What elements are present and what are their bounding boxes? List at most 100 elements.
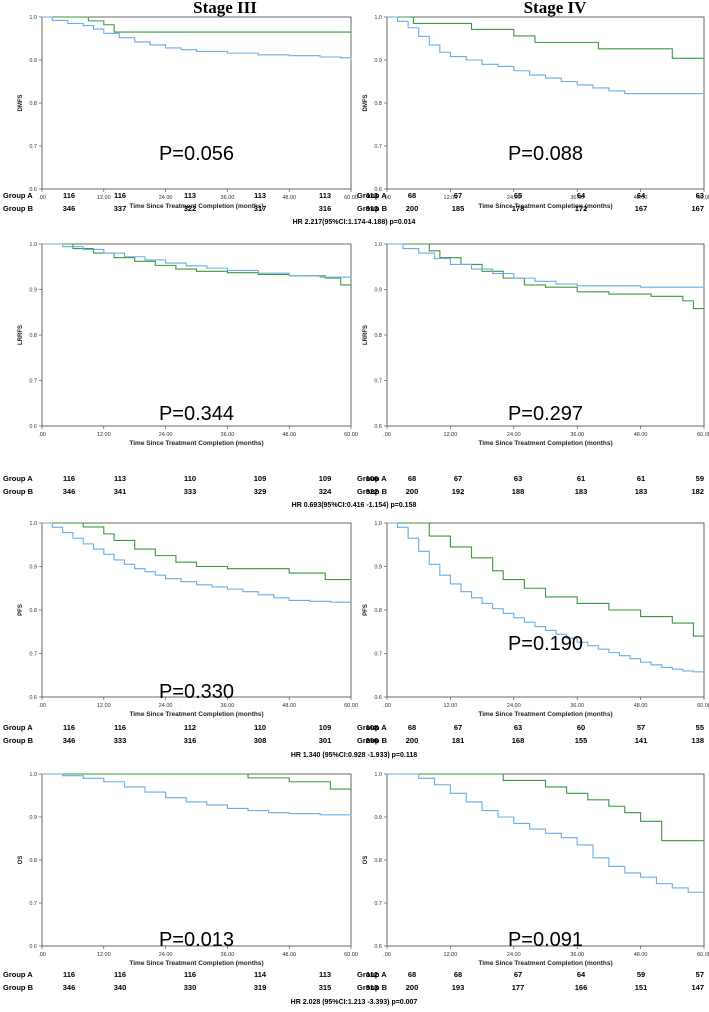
risk-value-group-b: 329: [254, 487, 267, 496]
risk-value-group-a: 65: [514, 191, 522, 200]
risk-value-group-b: 346: [63, 983, 76, 992]
x-tick-label: 48.00: [282, 432, 296, 438]
x-tick-label: 60.00: [344, 952, 358, 958]
risk-value-group-b: 183: [575, 487, 588, 496]
km-panel-dmfs-stage-iv: 0.6 0.7 0.8 0.9 1.0 .00 12.00 24.00 36.00 48.00 60…: [357, 15, 709, 213]
risk-value-group-b: 340: [114, 983, 127, 992]
km-panel-dmfs-stage-iii: 0.6 0.7 0.8 0.9 1.0 .00 12.00 24.00 36.00 48.00 60…: [3, 15, 415, 226]
y-tick-label: 0.8: [29, 858, 37, 864]
x-tick-label: 36.00: [221, 195, 235, 201]
risk-value-group-b: 301: [319, 736, 332, 745]
x-tick-label: 60.00: [344, 432, 358, 438]
risk-value-group-a: 113: [366, 191, 378, 200]
risk-value-group-a: 61: [577, 474, 585, 483]
y-tick-label: 1.0: [374, 242, 382, 248]
stage-iii-heading: Stage III: [193, 0, 257, 17]
y-axis-label: PFS: [363, 604, 369, 616]
risk-value-group-b: 193: [452, 983, 465, 992]
risk-value-group-b: 168: [512, 736, 525, 745]
risk-value-group-b: 166: [575, 983, 588, 992]
x-tick-label: .00: [38, 195, 46, 201]
risk-value-group-b: 151: [635, 983, 648, 992]
risk-value-group-a: 113: [319, 191, 331, 200]
risk-value-group-b: 167: [635, 204, 648, 213]
risk-value-group-b: 296: [366, 736, 379, 745]
p-value-label: P=0.297: [508, 403, 583, 425]
x-axis-label: Time Since Treatment Completion (months): [129, 203, 263, 210]
series-line-group-a: [387, 243, 704, 310]
risk-value-group-a: 60: [577, 723, 585, 732]
series-line-group-b: [387, 243, 705, 289]
y-tick-label: 0.8: [374, 858, 382, 864]
risk-value-group-b: 313: [366, 983, 379, 992]
risk-value-group-a: 67: [514, 970, 522, 979]
x-tick-label: 12.00: [97, 952, 111, 958]
risk-value-group-b: 188: [512, 487, 525, 496]
series-line-group-a: [42, 773, 351, 790]
y-axis-label: LRRFS: [363, 325, 369, 345]
risk-value-group-a: 113: [319, 970, 331, 979]
risk-value-group-b: 308: [254, 736, 267, 745]
y-tick-label: 0.6: [29, 424, 37, 430]
hazard-ratio-text: HR 0.693(95%CI:0.416 -1.154) p=0.158: [292, 502, 417, 509]
x-axis-label: Time Since Treatment Completion (months): [478, 960, 612, 967]
risk-value-group-b: 346: [63, 487, 76, 496]
risk-value-group-b: 313: [366, 204, 379, 213]
risk-value-group-a: 113: [184, 191, 196, 200]
p-value-label: P=0.330: [159, 681, 234, 703]
p-value-label: P=0.344: [159, 403, 234, 425]
x-tick-label: 12.00: [444, 195, 458, 201]
risk-value-group-a: 116: [63, 970, 75, 979]
risk-label-group-a: Group A: [357, 970, 387, 979]
plot-frame: [386, 243, 705, 427]
y-tick-label: 0.8: [29, 608, 37, 614]
x-tick-label: 36.00: [221, 952, 235, 958]
y-tick-label: 0.8: [374, 333, 382, 339]
risk-value-group-a: 108: [366, 723, 379, 732]
risk-label-group-b: Group B: [3, 204, 34, 213]
x-tick-label: 12.00: [97, 195, 111, 201]
risk-value-group-a: 67: [454, 474, 462, 483]
y-tick-label: 1.0: [374, 15, 382, 21]
risk-value-group-b: 316: [184, 736, 197, 745]
risk-value-group-b: 147: [691, 983, 704, 992]
risk-value-group-b: 141: [635, 736, 648, 745]
x-axis-label: Time Since Treatment Completion (months): [478, 440, 612, 447]
risk-label-group-a: Group A: [3, 191, 33, 200]
x-tick-label: 36.00: [221, 432, 235, 438]
y-tick-label: 0.9: [29, 288, 37, 294]
series-line-group-a: [387, 16, 704, 59]
risk-value-group-b: 200: [406, 983, 419, 992]
risk-label-group-a: Group A: [3, 723, 33, 732]
risk-value-group-a: 64: [577, 191, 586, 200]
y-tick-label: 0.6: [374, 187, 382, 193]
y-tick-label: 0.7: [374, 379, 382, 385]
p-value-label: P=0.091: [508, 929, 583, 951]
risk-label-group-a: Group A: [3, 474, 33, 483]
x-axis-label: Time Since Treatment Completion (months): [129, 960, 263, 967]
p-value-label: P=0.088: [508, 143, 583, 165]
risk-value-group-a: 61: [637, 474, 645, 483]
risk-label-group-b: Group B: [3, 736, 34, 745]
x-tick-label: 36.00: [570, 195, 584, 201]
x-tick-label: 48.00: [634, 195, 648, 201]
plot-frame: [41, 773, 352, 947]
risk-value-group-a: 63: [696, 191, 704, 200]
series-line-group-a: [387, 773, 705, 848]
y-tick-label: 0.7: [29, 379, 37, 385]
risk-value-group-a: 106: [366, 474, 379, 483]
risk-value-group-b: 177: [512, 983, 525, 992]
y-tick-label: 0.6: [29, 187, 37, 193]
plot-frame: [41, 522, 352, 698]
risk-value-group-b: 155: [575, 736, 588, 745]
x-tick-label: 48.00: [282, 703, 296, 709]
y-axis-label: OS: [18, 856, 24, 865]
y-tick-label: 0.9: [29, 58, 37, 64]
km-panel-pfs-stage-iii: 0.6 0.7 0.8 0.9 1.0 .00 12.00 24.00 36.00 48.00 60…: [3, 521, 378, 745]
y-tick-label: 0.9: [374, 565, 382, 571]
risk-value-group-b: 333: [184, 487, 197, 496]
y-axis-label: DMFS: [18, 95, 24, 112]
y-tick-label: 0.6: [374, 695, 382, 701]
x-tick-label: 48.00: [634, 952, 648, 958]
